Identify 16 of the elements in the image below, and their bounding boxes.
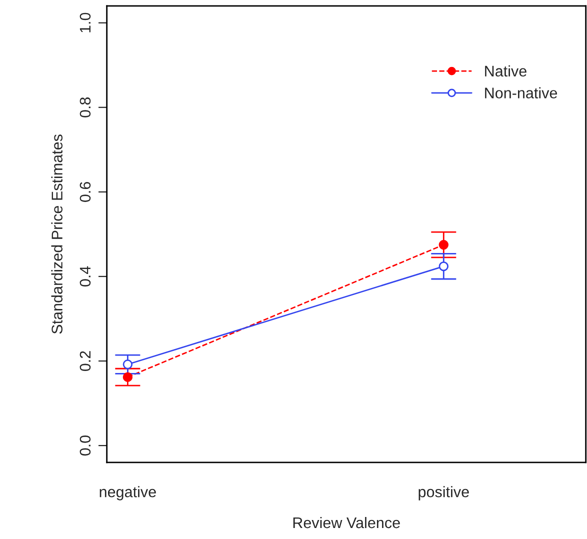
- point: [122, 360, 133, 370]
- y-tick-label: 0.8: [80, 97, 91, 118]
- point: [122, 372, 133, 382]
- point: [438, 240, 449, 250]
- y-axis-title: Standardized Price Estimates: [51, 134, 62, 334]
- y-tick-label: 1.0: [80, 12, 91, 32]
- y-tick-label: 0.6: [80, 182, 91, 202]
- legend-label: Non-native: [485, 87, 558, 98]
- y-tick-label: 0.4: [80, 266, 91, 286]
- x-tick-label: positive: [418, 486, 469, 500]
- y-tick-label: 0.2: [80, 351, 91, 372]
- x-tick-label: negative: [100, 486, 156, 500]
- x-axis-title: Review Valence: [293, 516, 400, 528]
- legend-label: Native: [485, 65, 526, 77]
- y-tick-label: 0.0: [80, 436, 91, 456]
- point: [438, 261, 449, 272]
